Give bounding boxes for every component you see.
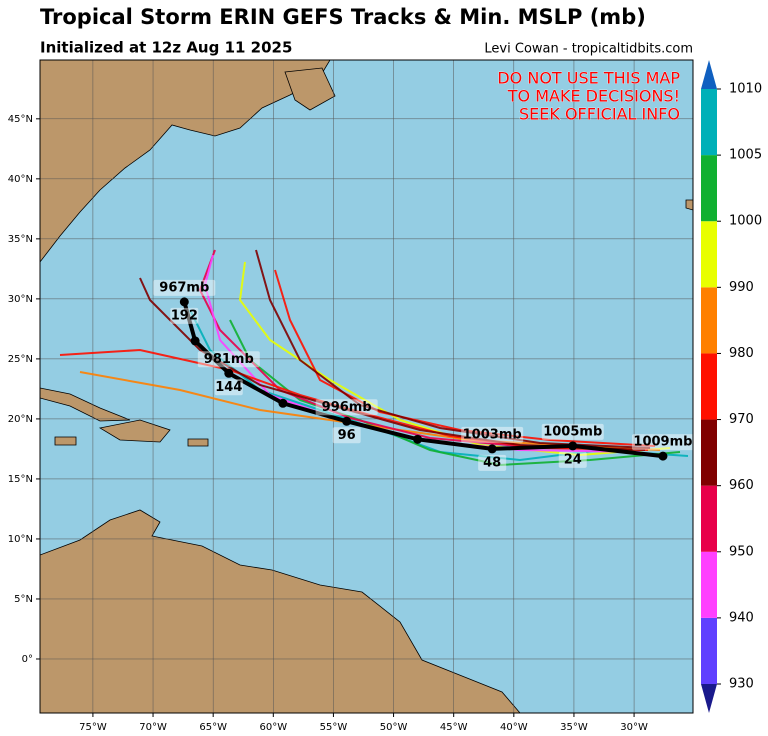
label-box: [153, 279, 216, 296]
label-box: [315, 399, 378, 416]
label-box: [631, 434, 694, 451]
lat-label: 20°N: [8, 414, 33, 425]
track-point: [190, 336, 200, 346]
colorbar-segment: [701, 287, 717, 354]
colorbar-label: 940: [729, 610, 754, 625]
track-point: [413, 434, 423, 444]
lon-label: 40°W: [500, 722, 528, 733]
lat-label: 0°: [22, 654, 33, 665]
land: [40, 60, 693, 713]
warning: DO NOT USE THIS MAP: [497, 69, 680, 88]
warning: TO MAKE DECISIONS!: [507, 87, 680, 106]
colorbar-segment: [701, 617, 717, 684]
track-label: 1003mb: [463, 427, 522, 442]
lat-label: 25°N: [8, 354, 33, 365]
colorbar-extend: [701, 60, 717, 89]
track-point: [278, 398, 288, 408]
lon-label: 60°W: [259, 722, 287, 733]
colorbar-segment: [701, 551, 717, 618]
lat-label: 30°N: [8, 294, 33, 305]
track-label: 144: [215, 380, 242, 395]
lat-label: 40°N: [8, 174, 33, 185]
graticule: [40, 60, 693, 713]
title: Tropical Storm ERIN GEFS Tracks & Min. M…: [40, 5, 646, 29]
colorbar-segment: [701, 419, 717, 486]
track-label: 1005mb: [543, 424, 602, 439]
map-frame: [39, 59, 694, 714]
mean-track: [179, 297, 668, 461]
colorbar: 930 940 950 960 970 980 990 1000 1005 1010: [701, 60, 762, 713]
colorbar-label: 1010: [729, 82, 762, 97]
label-box: [541, 423, 604, 440]
label-box: [478, 454, 507, 471]
credit: Levi Cowan - tropicaltidbits.com: [484, 42, 693, 57]
label-box: [461, 426, 524, 443]
colorbar-label: 950: [729, 544, 754, 559]
lon-label: 75°W: [79, 722, 107, 733]
track-point: [658, 451, 668, 461]
colorbar-label: 970: [729, 412, 754, 427]
colorbar-label: 1005: [729, 148, 762, 163]
track-point: [342, 416, 352, 426]
track-label: 1009mb: [633, 435, 692, 450]
track-label: 48: [483, 455, 501, 470]
label-box: [197, 351, 260, 368]
lon-label: 55°W: [320, 722, 348, 733]
track-point: [487, 444, 497, 454]
lon-label: 30°W: [620, 722, 648, 733]
colorbar-extend: [701, 684, 717, 713]
track-label: 967mb: [159, 280, 209, 295]
lon-label: 35°W: [560, 722, 588, 733]
colorbar-label: 1000: [729, 214, 762, 229]
colorbar-label: 980: [729, 346, 754, 361]
colorbar-segment: [701, 155, 717, 222]
colorbar-label: 960: [729, 478, 754, 493]
label-box: [214, 379, 243, 396]
colorbar-label: 990: [729, 280, 754, 295]
colorbar-segment: [701, 353, 717, 420]
lat-label: 35°N: [8, 234, 33, 245]
lat-label: 5°N: [14, 594, 33, 605]
label-box: [558, 451, 587, 468]
colorbar-segment: [701, 89, 717, 156]
track-point: [179, 297, 189, 307]
colorbar-segment: [701, 485, 717, 552]
track-label: 192: [171, 308, 198, 323]
track-label: 981mb: [204, 352, 254, 367]
track-label: 24: [564, 452, 582, 467]
lat-label: 10°N: [8, 534, 33, 545]
track-label: 996mb: [322, 400, 372, 415]
lon-label: 70°W: [139, 722, 167, 733]
track-labels: 1009mb 1005mb 24 1003mb 48 996mb 96 981mb 144 967…: [153, 279, 694, 471]
colorbar-segment: [701, 221, 717, 288]
warning: SEEK OFFICIAL INFO: [519, 105, 680, 124]
subtitle: Initialized at 12z Aug 11 2025: [40, 39, 292, 57]
lon-label: 65°W: [199, 722, 227, 733]
colorbar-label: 930: [729, 677, 754, 692]
track-point: [224, 368, 234, 378]
lon-label: 45°W: [440, 722, 468, 733]
track-point: [568, 441, 578, 451]
lon-label: 50°W: [380, 722, 408, 733]
lat-label: 15°N: [8, 474, 33, 485]
label-box: [170, 307, 199, 324]
lat-label: 45°N: [8, 114, 33, 125]
track-label: 96: [338, 428, 356, 443]
label-box: [332, 427, 361, 444]
